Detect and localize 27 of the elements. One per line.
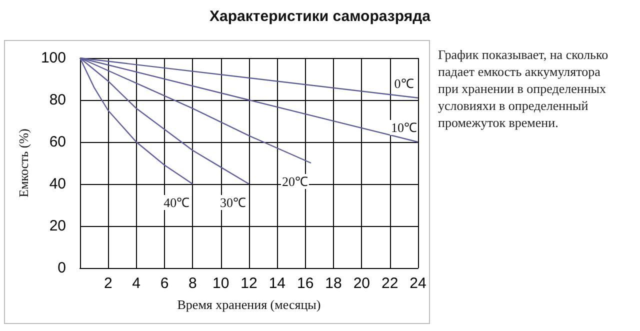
x-tick-label: 12 <box>240 275 258 292</box>
y-tick-label: 0 <box>58 260 66 276</box>
x-tick-label: 6 <box>160 275 169 292</box>
series-label: 30℃ <box>220 195 246 210</box>
series-label: 0℃ <box>394 76 414 91</box>
text: График показывает, на сколько падает емкость аккумулятора при хранении в определенных условияхи в определенный промежуток времени. <box>438 46 610 131</box>
x-tick-label: 4 <box>132 275 141 292</box>
x-tick-label: 16 <box>296 275 314 292</box>
x-tick-label: 22 <box>381 275 398 292</box>
y-tick-label: 20 <box>49 218 66 234</box>
x-tick-label: 8 <box>188 275 197 292</box>
y-axis-title: Емкость (%) <box>16 128 32 198</box>
x-tick-label: 20 <box>353 275 370 292</box>
y-tick-label: 100 <box>40 50 66 66</box>
x-tick-label: 24 <box>410 275 426 292</box>
x-tick-label: 14 <box>268 275 286 292</box>
x-tick-label: 18 <box>325 275 342 292</box>
x-tick-label: 2 <box>104 275 112 292</box>
chart-title: Характеристики саморазряда <box>208 8 432 25</box>
y-tick-label: 40 <box>49 176 66 192</box>
y-tick-label: 80 <box>49 92 66 108</box>
series-label: 20℃ <box>282 174 308 189</box>
x-tick-label: 10 <box>212 275 230 292</box>
series-label: 10℃ <box>391 120 417 135</box>
series-label: 40℃ <box>164 195 190 210</box>
y-tick-label: 60 <box>49 134 66 150</box>
x-axis-title: Время хранения (месяцы) <box>177 297 321 312</box>
